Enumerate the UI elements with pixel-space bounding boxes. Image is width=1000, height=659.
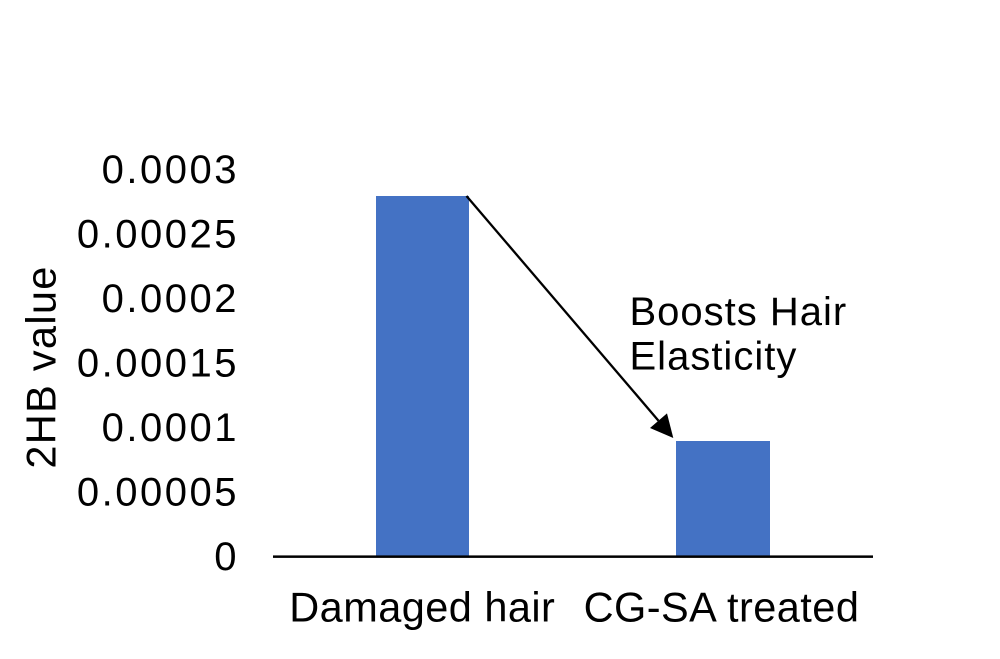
- svg-text:0.0002: 0.0002: [102, 277, 239, 321]
- svg-text:0.00015: 0.00015: [77, 341, 239, 385]
- svg-text:2HB value: 2HB value: [18, 265, 65, 468]
- svg-text:Elasticity: Elasticity: [630, 335, 798, 379]
- svg-text:0.0001: 0.0001: [102, 406, 239, 450]
- svg-text:0.00025: 0.00025: [77, 212, 239, 256]
- svg-text:0.0003: 0.0003: [102, 148, 239, 192]
- svg-text:CG-SA treated: CG-SA treated: [584, 584, 860, 631]
- svg-text:Damaged hair: Damaged hair: [289, 584, 555, 631]
- svg-text:Boosts Hair: Boosts Hair: [630, 290, 848, 334]
- svg-text:0.00005: 0.00005: [77, 470, 239, 514]
- svg-text:0: 0: [214, 535, 239, 579]
